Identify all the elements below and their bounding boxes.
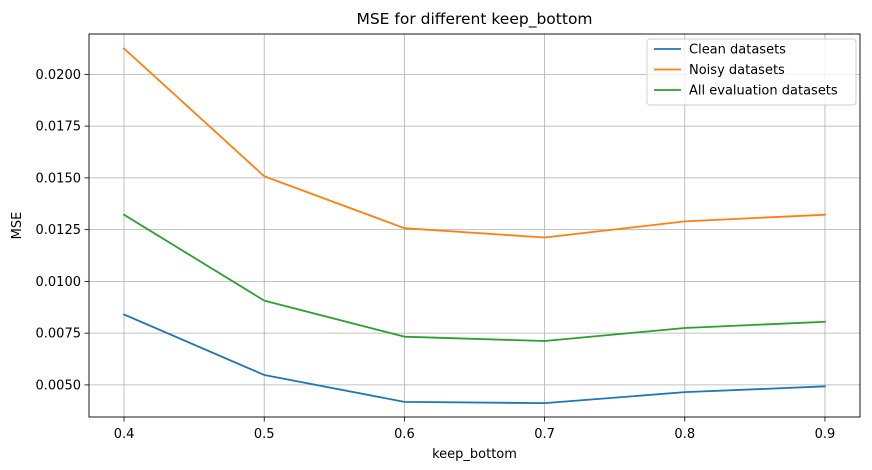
x-axis: 0.4 0.5 0.6 0.7 0.8 0.9 xyxy=(114,417,836,442)
y-tick-label: 0.0100 xyxy=(36,275,82,290)
x-tick-label: 0.8 xyxy=(674,427,695,442)
y-axis-label: MSE xyxy=(10,212,25,240)
plot-frame xyxy=(88,33,861,418)
legend-label: Clean datasets xyxy=(689,43,786,58)
series-line-0 xyxy=(122,313,826,405)
y-tick-label: 0.0175 xyxy=(36,120,82,135)
chart-title: MSE for different keep_bottom xyxy=(356,10,592,29)
y-tick-label: 0.0125 xyxy=(36,223,82,238)
y-tick-label: 0.0150 xyxy=(36,171,82,186)
y-axis: 0.0050 0.0075 0.0100 0.0125 0.0150 0.0175 0.02… xyxy=(36,68,89,393)
grid xyxy=(89,34,860,417)
series-line-1 xyxy=(122,47,826,239)
legend-label: All evaluation datasets xyxy=(689,84,838,99)
y-tick-label: 0.0075 xyxy=(36,327,82,342)
y-tick-label: 0.0200 xyxy=(36,68,82,83)
x-tick-label: 0.4 xyxy=(114,427,135,442)
x-axis-label: keep_bottom xyxy=(432,447,517,462)
x-tick-label: 0.6 xyxy=(394,427,415,442)
x-tick-label: 0.9 xyxy=(815,427,836,442)
legend-box xyxy=(646,38,857,106)
y-tick-label: 0.0050 xyxy=(36,378,82,393)
series-line-2 xyxy=(122,213,826,342)
legend-label: Noisy datasets xyxy=(689,63,785,78)
x-tick-label: 0.7 xyxy=(534,427,555,442)
legend: Clean datasets Noisy datasets All evaluati… xyxy=(646,38,857,106)
x-tick-label: 0.5 xyxy=(254,427,275,442)
series-lines xyxy=(122,47,826,405)
